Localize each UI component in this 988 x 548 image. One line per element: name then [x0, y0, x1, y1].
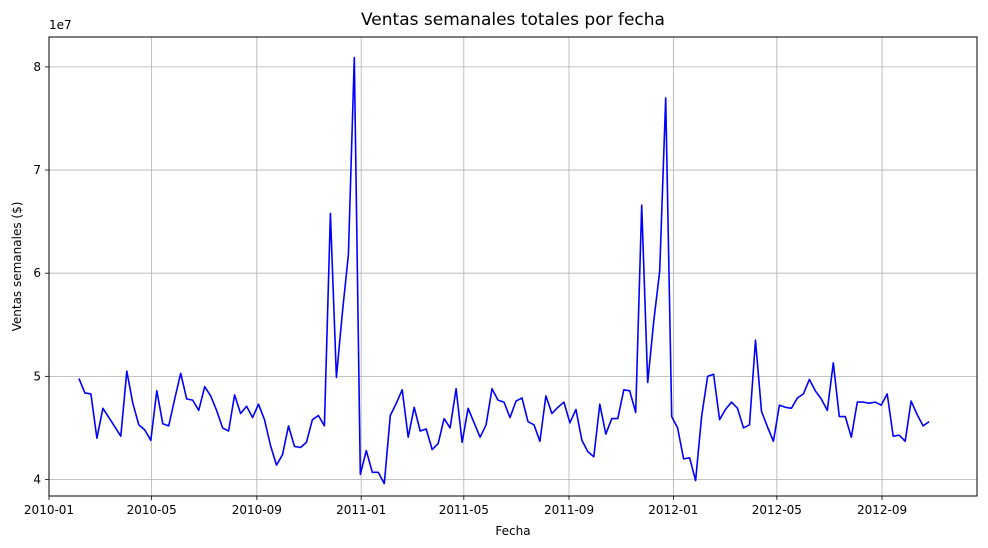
x-tick-label: 2011-01 [336, 503, 386, 517]
grid [48, 37, 977, 496]
x-tick-label: 2012-05 [752, 503, 802, 517]
y-tick-label: 4 [33, 472, 41, 486]
x-axis-label: Fecha [495, 524, 530, 538]
y-axis-offset-text: 1e7 [49, 18, 72, 32]
x-axis: 2010-01 2010-05 2010-09 2011-01 2011-05 2011-… [24, 496, 907, 517]
chart-title: Ventas semanales totales por fecha [361, 10, 665, 30]
x-tick-label: 2011-05 [439, 503, 489, 517]
x-tick-label: 2010-05 [127, 503, 177, 517]
x-tick-label: 2010-09 [232, 503, 282, 517]
x-tick-label: 2012-01 [648, 503, 698, 517]
y-tick-label: 8 [33, 60, 41, 74]
x-tick-label: 2011-09 [544, 503, 594, 517]
y-axis-label: Ventas semanales ($) [10, 202, 24, 332]
plot-frame [48, 36, 978, 497]
y-tick-label: 6 [33, 266, 41, 280]
y-axis: 4 5 6 7 8 [33, 60, 49, 486]
series-line [78, 56, 930, 485]
series-layer [78, 56, 930, 485]
x-tick-label: 2010-01 [24, 503, 74, 517]
x-tick-label: 2012-09 [857, 503, 907, 517]
y-tick-label: 5 [33, 369, 41, 383]
y-tick-label: 7 [33, 163, 41, 177]
